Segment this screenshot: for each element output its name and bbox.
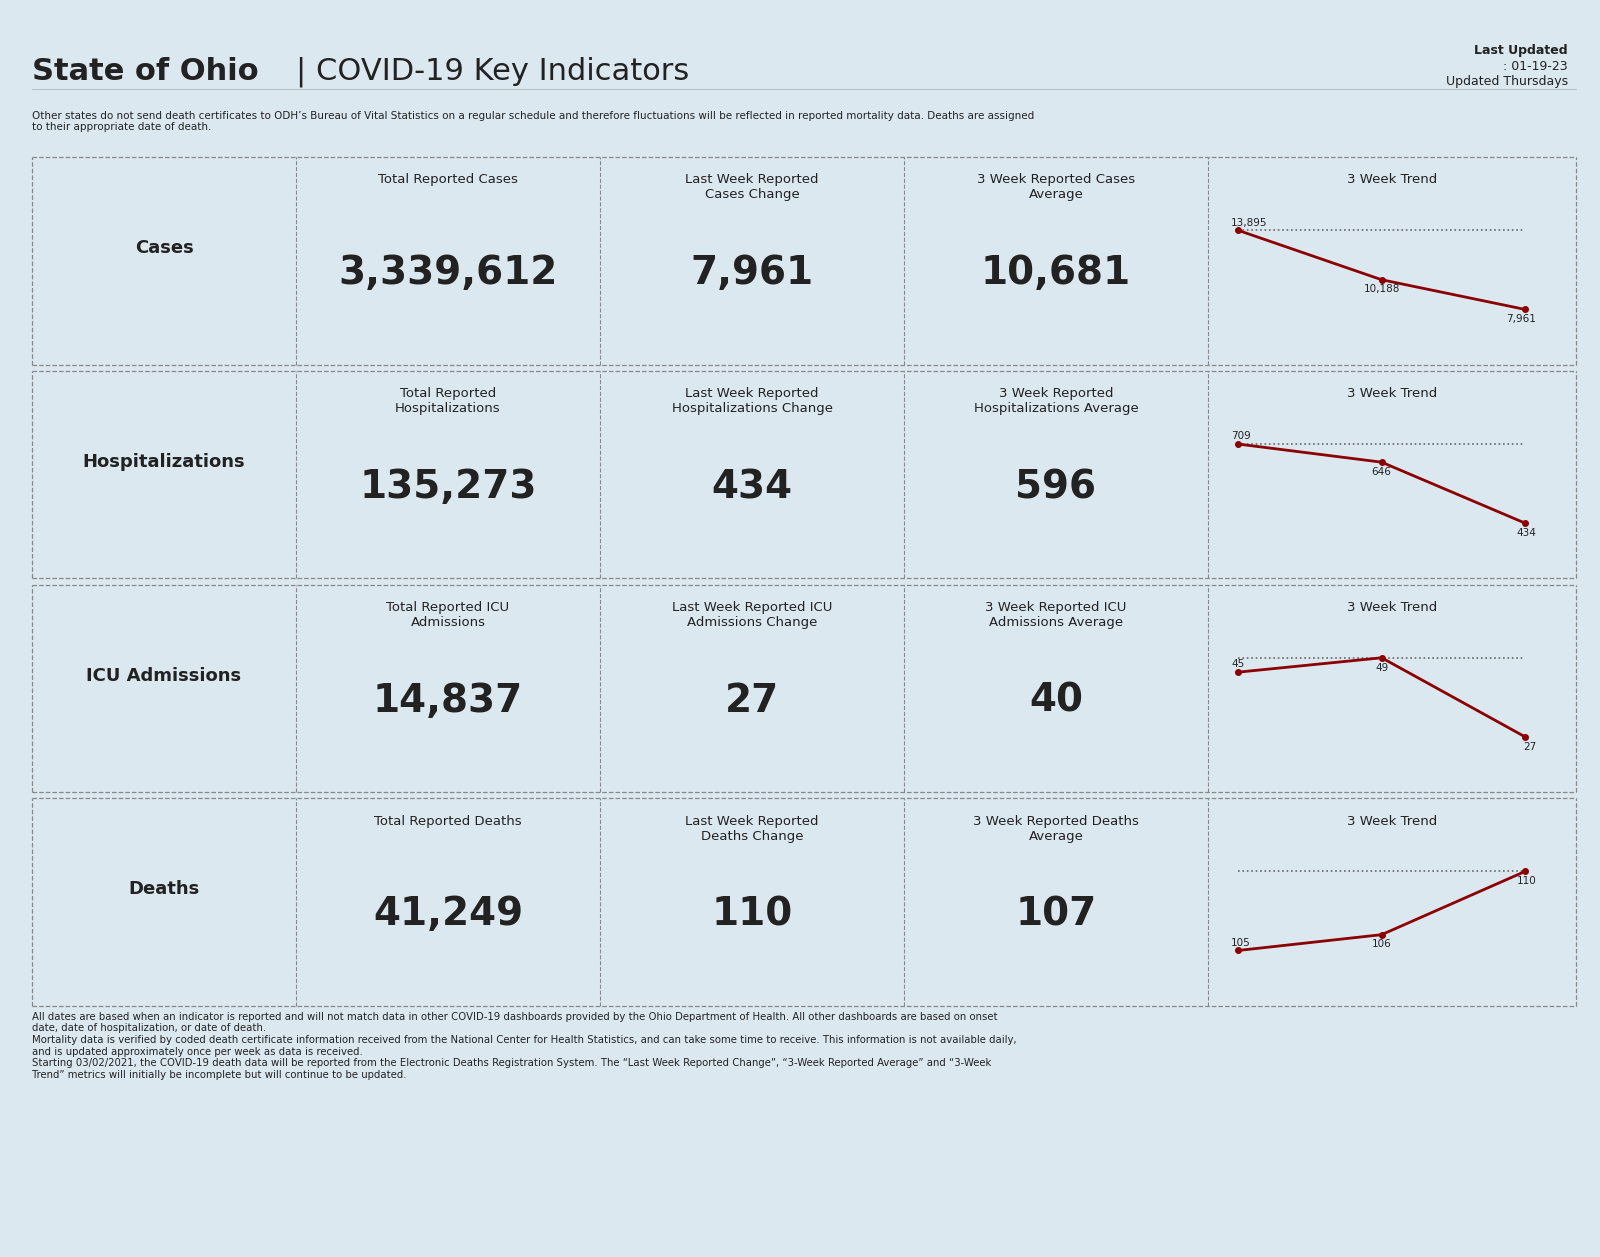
Text: 709: 709	[1230, 431, 1251, 441]
Text: 107: 107	[1016, 895, 1096, 934]
Text: All dates are based when an indicator is reported and will not match data in oth: All dates are based when an indicator is…	[32, 1012, 1016, 1080]
Text: 3 Week Trend: 3 Week Trend	[1347, 387, 1437, 400]
Text: Updated Thursdays: Updated Thursdays	[1446, 75, 1568, 88]
Text: Last Week Reported ICU
Admissions Change: Last Week Reported ICU Admissions Change	[672, 601, 832, 628]
Text: Deaths: Deaths	[128, 880, 200, 899]
Text: 3 Week Trend: 3 Week Trend	[1347, 173, 1437, 186]
Text: 14,837: 14,837	[373, 681, 523, 720]
Text: 7,961: 7,961	[691, 254, 813, 293]
Text: 110: 110	[712, 895, 792, 934]
Text: 10,188: 10,188	[1363, 284, 1400, 294]
Text: 3 Week Reported
Hospitalizations Average: 3 Week Reported Hospitalizations Average	[974, 387, 1138, 415]
Text: 434: 434	[1517, 528, 1536, 538]
Text: 10,681: 10,681	[981, 254, 1131, 293]
Text: 3 Week Reported ICU
Admissions Average: 3 Week Reported ICU Admissions Average	[986, 601, 1126, 628]
Text: Total Reported ICU
Admissions: Total Reported ICU Admissions	[387, 601, 509, 628]
Text: Last Week Reported
Deaths Change: Last Week Reported Deaths Change	[685, 815, 819, 842]
Text: 27: 27	[725, 681, 779, 720]
Text: 135,273: 135,273	[360, 468, 536, 507]
Text: Total Reported Cases: Total Reported Cases	[378, 173, 518, 186]
Text: 3,339,612: 3,339,612	[338, 254, 558, 293]
Text: 106: 106	[1371, 939, 1392, 949]
Text: ICU Admissions: ICU Admissions	[86, 666, 242, 685]
Text: Cases: Cases	[134, 239, 194, 258]
Text: Other states do not send death certificates to ODH’s Bureau of Vital Statistics : Other states do not send death certifica…	[32, 111, 1034, 132]
Text: 434: 434	[712, 468, 792, 507]
Text: Total Reported Deaths: Total Reported Deaths	[374, 815, 522, 827]
Text: 110: 110	[1517, 876, 1536, 886]
Text: 3 Week Trend: 3 Week Trend	[1347, 601, 1437, 613]
Text: 13,895: 13,895	[1230, 217, 1267, 228]
Text: Total Reported
Hospitalizations: Total Reported Hospitalizations	[395, 387, 501, 415]
Text: 3 Week Trend: 3 Week Trend	[1347, 815, 1437, 827]
Text: Last Updated: Last Updated	[1474, 44, 1568, 57]
Text: 40: 40	[1029, 681, 1083, 720]
Text: 596: 596	[1016, 468, 1096, 507]
Text: 3 Week Reported Deaths
Average: 3 Week Reported Deaths Average	[973, 815, 1139, 842]
Text: State of Ohio: State of Ohio	[32, 57, 259, 85]
Text: 49: 49	[1374, 662, 1389, 672]
Text: 7,961: 7,961	[1507, 314, 1536, 324]
Text: Hospitalizations: Hospitalizations	[83, 453, 245, 471]
Text: 27: 27	[1523, 742, 1536, 752]
Text: 646: 646	[1371, 466, 1392, 476]
Text: 3 Week Reported Cases
Average: 3 Week Reported Cases Average	[978, 173, 1134, 201]
Text: Last Week Reported
Hospitalizations Change: Last Week Reported Hospitalizations Chan…	[672, 387, 832, 415]
Text: Last Week Reported
Cases Change: Last Week Reported Cases Change	[685, 173, 819, 201]
Text: 41,249: 41,249	[373, 895, 523, 934]
Text: 105: 105	[1230, 938, 1251, 948]
Text: : 01-19-23: : 01-19-23	[1504, 60, 1568, 73]
Text: | COVID-19 Key Indicators: | COVID-19 Key Indicators	[296, 57, 690, 87]
Text: 45: 45	[1230, 659, 1245, 669]
